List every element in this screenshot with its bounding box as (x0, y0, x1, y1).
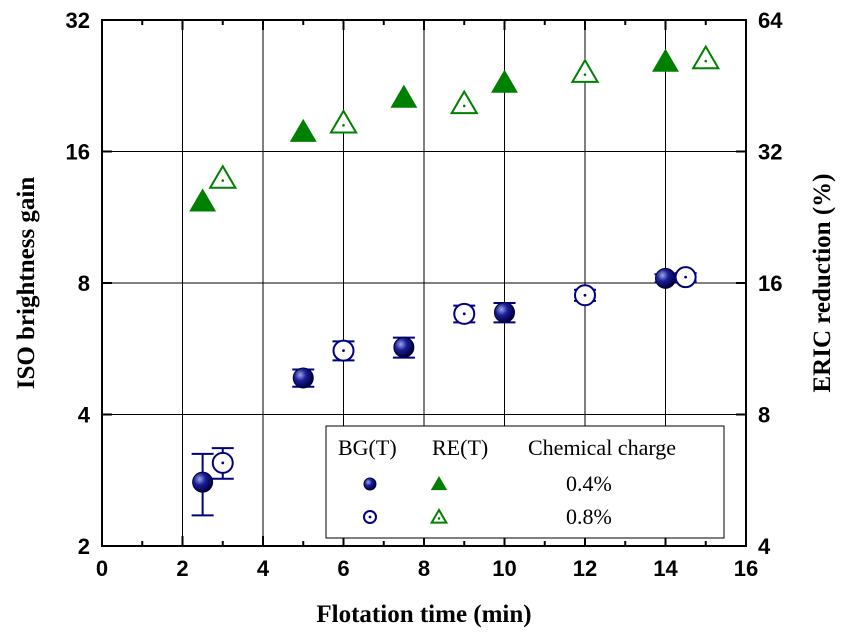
triangle-marker (189, 188, 217, 212)
y2-axis-ticks: 4 8 16 32 64 (736, 8, 783, 559)
circle-marker-dot (684, 275, 688, 279)
x-tick-label: 10 (492, 556, 516, 581)
y-axis-ticks: 2 4 8 16 32 (66, 8, 112, 559)
triangle-marker-open (208, 164, 238, 189)
ball-marker (363, 477, 377, 491)
x-tick-label: 16 (734, 556, 758, 581)
legend-row-1-charge: 0.4% (566, 471, 612, 496)
triangle-marker-dot (437, 517, 441, 520)
ball-marker (292, 367, 314, 389)
triangle-marker-open (691, 44, 721, 70)
series-1 (211, 266, 697, 480)
x-tick-label: 8 (418, 556, 430, 581)
y2-tick-label: 8 (758, 403, 770, 428)
legend-header-bg: BG(T) (338, 435, 397, 460)
series-3 (208, 44, 721, 189)
circle-marker-dot (342, 349, 345, 353)
y2-tick-label: 64 (758, 8, 783, 33)
y-axis-title: ISO brightness gain (13, 177, 40, 390)
grid (102, 20, 746, 546)
circle-marker-dot (368, 515, 372, 519)
y-tick-label: 2 (78, 534, 90, 559)
y-tick-label: 4 (78, 403, 91, 428)
triangle-marker (430, 476, 448, 491)
y-tick-label: 8 (78, 271, 90, 296)
series-2 (189, 48, 679, 212)
legend: BG(T) RE(T) Chemical charge 0.4% 0.8% (325, 425, 725, 539)
y-tick-label: 16 (66, 140, 90, 165)
x-tick-label: 12 (573, 556, 597, 581)
legend-box (325, 425, 725, 539)
triangle-marker-dot (704, 59, 708, 63)
ball-marker (494, 301, 515, 323)
circle-marker-dot (462, 312, 466, 316)
ball-marker (393, 336, 415, 358)
ball-marker (655, 267, 676, 289)
x-tick-label: 0 (96, 556, 108, 581)
y2-axis-title: ERIC reduction (%) (809, 174, 836, 393)
x-axis-title: Flotation time (min) (316, 601, 531, 628)
plot-frame (101, 19, 747, 547)
triangle-marker (652, 48, 679, 72)
series-0 (191, 267, 677, 517)
y2-tick-label: 16 (758, 271, 782, 296)
data-marks (189, 44, 721, 517)
ball-marker (192, 471, 214, 493)
circle-marker-dot (583, 293, 587, 297)
y2-tick-label: 4 (758, 534, 771, 559)
x-tick-label: 2 (176, 556, 188, 581)
triangle-marker-dot (342, 124, 345, 127)
triangle-marker-dot (583, 73, 587, 76)
triangle-marker-dot (462, 104, 466, 108)
x-tick-label: 6 (337, 556, 349, 581)
y2-tick-label: 32 (758, 140, 782, 165)
triangle-marker (491, 69, 518, 93)
triangle-marker-open (449, 89, 479, 115)
triangle-marker-open (329, 108, 358, 134)
legend-header-charge: Chemical charge (528, 435, 676, 460)
x-tick-label: 4 (257, 556, 270, 581)
triangle-marker (390, 84, 418, 108)
x-tick-label: 14 (653, 556, 678, 581)
legend-header-re: RE(T) (432, 435, 488, 460)
triangle-marker-dot (221, 179, 225, 182)
triangle-marker-open (570, 58, 600, 83)
circle-marker-dot (221, 461, 225, 465)
legend-row-2-charge: 0.8% (566, 504, 612, 529)
y-tick-label: 32 (66, 8, 90, 33)
triangle-marker-open (429, 508, 449, 524)
triangle-marker (289, 118, 317, 142)
